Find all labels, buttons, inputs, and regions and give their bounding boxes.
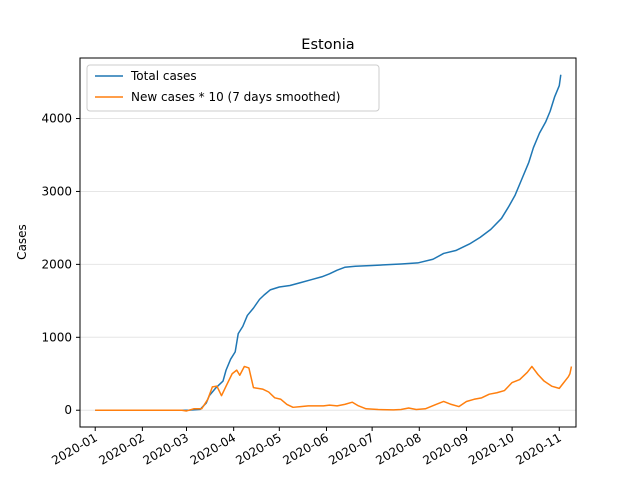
series-layer [95,74,573,412]
chart-title: Estonia [301,37,354,53]
series-line-new-cases [95,365,573,412]
legend: Total cases New cases * 10 (7 days smoot… [86,64,380,112]
y-axis-label: Cases [15,224,29,260]
axes-frame [79,57,577,428]
legend-label-total-cases: Total cases [130,69,197,83]
series-line-total-cases [95,74,562,411]
y-tick-label: 0 [64,403,72,417]
y-tick-label: 2000 [41,257,72,271]
legend-box [86,64,380,112]
y-tick-label: 3000 [41,184,72,198]
y-tick-label: 1000 [41,330,72,344]
legend-label-new-cases: New cases * 10 (7 days smoothed) [131,90,340,104]
y-tick-label: 4000 [41,112,72,126]
